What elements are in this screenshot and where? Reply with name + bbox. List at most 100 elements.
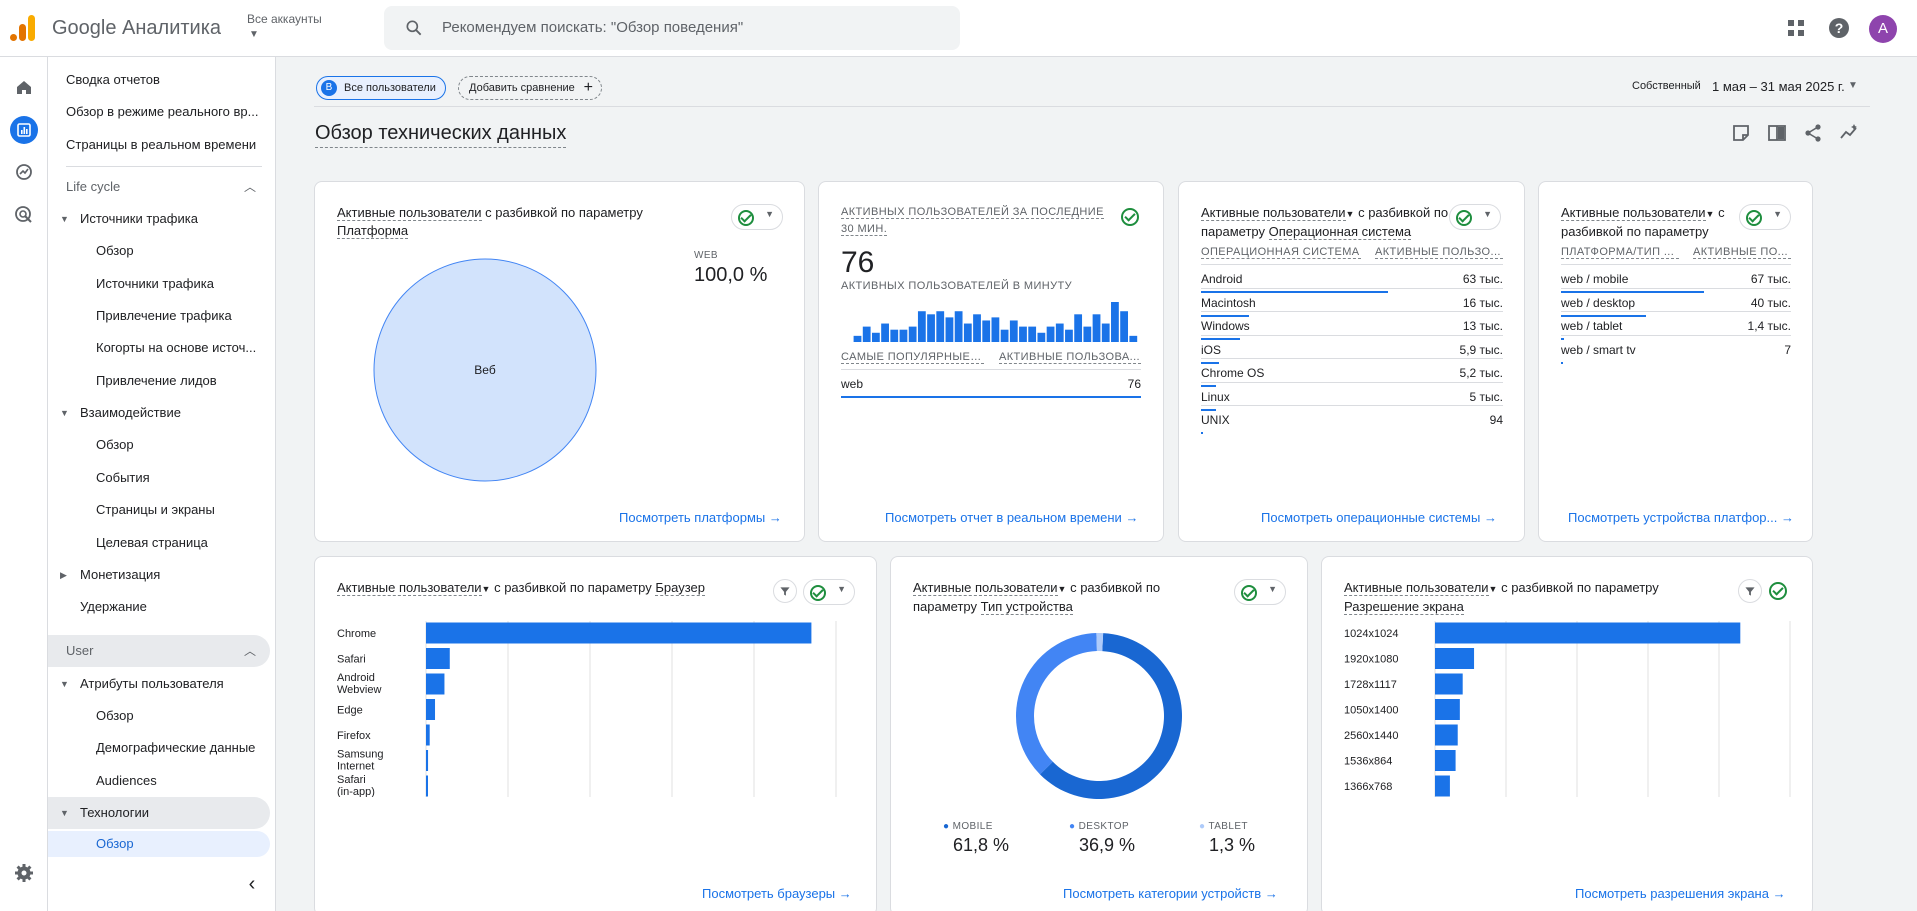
table-col-header[interactable]: ОПЕРАЦИОННАЯ СИСТЕМА <box>1201 246 1361 259</box>
explore-icon[interactable] <box>10 158 38 186</box>
view-platforms-link[interactable]: Посмотреть платформы → <box>619 510 782 525</box>
minute-bar[interactable] <box>1019 326 1027 342</box>
minute-bar[interactable] <box>1009 320 1018 342</box>
nav-traffic-overview[interactable]: Обзор <box>96 243 134 258</box>
minute-bar[interactable] <box>936 311 945 342</box>
minute-bar[interactable] <box>945 317 954 342</box>
compare-columns-icon[interactable] <box>1766 122 1788 144</box>
table-row[interactable]: web / tablet 1,4 тыс. <box>1561 311 1791 340</box>
pie-slice-web[interactable] <box>373 258 597 482</box>
bar[interactable] <box>1435 775 1450 797</box>
nav-reports-snapshot[interactable]: Сводка отчетов <box>66 72 160 87</box>
bar[interactable] <box>1435 699 1460 720</box>
collapse-nav-chevron-icon[interactable]: ‹ <box>248 873 256 895</box>
dimension-selector[interactable]: Операционная система <box>1268 224 1412 240</box>
analytics-logo-icon[interactable] <box>10 15 36 41</box>
minute-bar[interactable] <box>1055 323 1064 342</box>
bar[interactable] <box>426 750 429 771</box>
minute-bar[interactable] <box>1111 302 1119 342</box>
date-range-value[interactable]: 1 мая – 31 мая 2025 г. <box>1712 79 1845 94</box>
bar[interactable] <box>426 673 445 695</box>
minute-bar[interactable] <box>1037 332 1046 342</box>
bar[interactable] <box>426 648 450 669</box>
view-browsers-link[interactable]: Посмотреть браузеры → <box>702 886 852 901</box>
search-bar[interactable]: Рекомендуем поискать: "Обзор поведения" <box>384 6 960 50</box>
table-row[interactable]: Macintosh 16 тыс. <box>1201 287 1503 317</box>
minute-bar[interactable] <box>973 314 981 342</box>
minute-bar[interactable] <box>917 311 926 342</box>
comparison-toggle-button[interactable]: ▼ <box>1449 204 1501 230</box>
minute-bar[interactable] <box>1074 314 1083 342</box>
nav-realtime-overview[interactable]: Обзор в режиме реального вр... <box>66 104 259 119</box>
minute-bar[interactable] <box>871 332 880 342</box>
table-row[interactable]: web / smart tv 7 <box>1561 334 1791 364</box>
table-row[interactable]: Windows 13 тыс. <box>1201 311 1503 340</box>
comparison-toggle-button[interactable]: ▼ <box>1739 204 1791 230</box>
caret-down-icon[interactable]: ▼ <box>249 29 259 40</box>
nav-traffic-sources[interactable]: Источники трафика <box>96 276 214 291</box>
minute-bar[interactable] <box>881 323 889 342</box>
nav-cohorts[interactable]: Когорты на основе источ... <box>96 340 257 355</box>
table-col-header[interactable]: АКТИВНЫЕ ПОЛЬЗО... <box>1375 246 1503 259</box>
minute-bar[interactable] <box>991 317 1000 342</box>
caret-down-icon[interactable]: ▼ <box>1488 584 1498 594</box>
caret-down-icon[interactable]: ▼ <box>1345 209 1355 219</box>
bar[interactable] <box>1435 673 1463 695</box>
nav-section-user[interactable]: User ︿ <box>48 635 270 667</box>
minute-bar[interactable] <box>1101 323 1110 342</box>
nav-pages-screens[interactable]: Страницы и экраны <box>96 502 215 517</box>
minute-bar[interactable] <box>1083 326 1092 342</box>
nav-user-overview[interactable]: Обзор <box>96 708 134 723</box>
caret-down-icon[interactable]: ▼ <box>1848 80 1858 91</box>
table-col-header[interactable]: САМЫЕ ПОПУЛЯРНЫЕ ... <box>841 351 984 364</box>
bar[interactable] <box>426 724 430 746</box>
nav-group-technology[interactable]: ▼ Технологии <box>48 797 270 829</box>
minute-bar[interactable] <box>1065 329 1073 342</box>
insights-icon[interactable] <box>1838 122 1860 144</box>
caret-down-icon[interactable]: ▼ <box>1705 209 1715 219</box>
share-icon[interactable] <box>1802 122 1824 144</box>
nav-lead-acquisition[interactable]: Привлечение лидов <box>96 373 217 388</box>
minute-bar[interactable] <box>927 314 935 342</box>
minute-bar[interactable] <box>890 329 899 342</box>
nav-tech-overview[interactable]: Обзор <box>48 831 270 857</box>
minute-bar[interactable] <box>1000 329 1009 342</box>
nav-engagement-overview[interactable]: Обзор <box>96 437 134 452</box>
table-col-header[interactable]: АКТИВНЫЕ ПОЛЬЗОВА... <box>999 351 1141 364</box>
check-circle-icon[interactable] <box>1769 582 1787 600</box>
table-row[interactable]: web 76 <box>841 369 1141 398</box>
minute-bar[interactable] <box>1092 314 1101 342</box>
metric-selector[interactable]: Активные пользователи <box>337 580 482 596</box>
account-selector[interactable]: Все аккаунты <box>247 12 322 26</box>
help-icon[interactable]: ? <box>1827 16 1851 40</box>
metric-selector[interactable]: Активные пользователи <box>1561 205 1706 221</box>
metric-selector[interactable]: Активные пользователи <box>337 205 482 221</box>
table-row[interactable]: iOS 5,9 тыс. <box>1201 334 1503 364</box>
view-realtime-link[interactable]: Посмотреть отчет в реальном времени → <box>885 510 1138 525</box>
table-col-header[interactable]: ПЛАТФОРМА/ТИП ... <box>1561 246 1679 259</box>
minute-bar[interactable] <box>963 323 972 342</box>
minute-bar[interactable] <box>908 326 917 342</box>
table-row[interactable]: Chrome OS 5,2 тыс. <box>1201 358 1503 387</box>
bar[interactable] <box>1435 622 1741 644</box>
settings-gear-icon[interactable] <box>10 859 38 887</box>
donut-slice-tablet[interactable] <box>1096 633 1104 652</box>
segment-chip[interactable]: B Все пользователи <box>316 76 446 100</box>
minute-bar[interactable] <box>862 326 871 342</box>
bar[interactable] <box>426 622 812 644</box>
nav-realtime-pages[interactable]: Страницы в реальном времени <box>66 137 257 152</box>
nav-group-engagement[interactable]: ▼ Взаимодействие <box>48 398 270 428</box>
bar[interactable] <box>1435 648 1475 669</box>
nav-audiences[interactable]: Audiences <box>96 773 157 788</box>
minute-bar[interactable] <box>982 320 991 342</box>
add-comparison-button[interactable]: Добавить сравнение + <box>458 76 602 100</box>
view-platform-devices-link[interactable]: Посмотреть устройства платфор... → <box>1568 510 1794 525</box>
advertising-icon[interactable] <box>10 201 38 229</box>
apps-grid-icon[interactable] <box>1784 16 1808 40</box>
table-row[interactable]: Android 63 тыс. <box>1201 264 1503 293</box>
dimension-selector[interactable]: Платформа <box>337 223 409 239</box>
filter-icon[interactable] <box>1738 579 1762 603</box>
bar[interactable] <box>426 699 436 720</box>
search-placeholder[interactable]: Рекомендуем поискать: "Обзор поведения" <box>442 19 744 36</box>
metric-selector[interactable]: Активные пользователи <box>1344 580 1489 596</box>
